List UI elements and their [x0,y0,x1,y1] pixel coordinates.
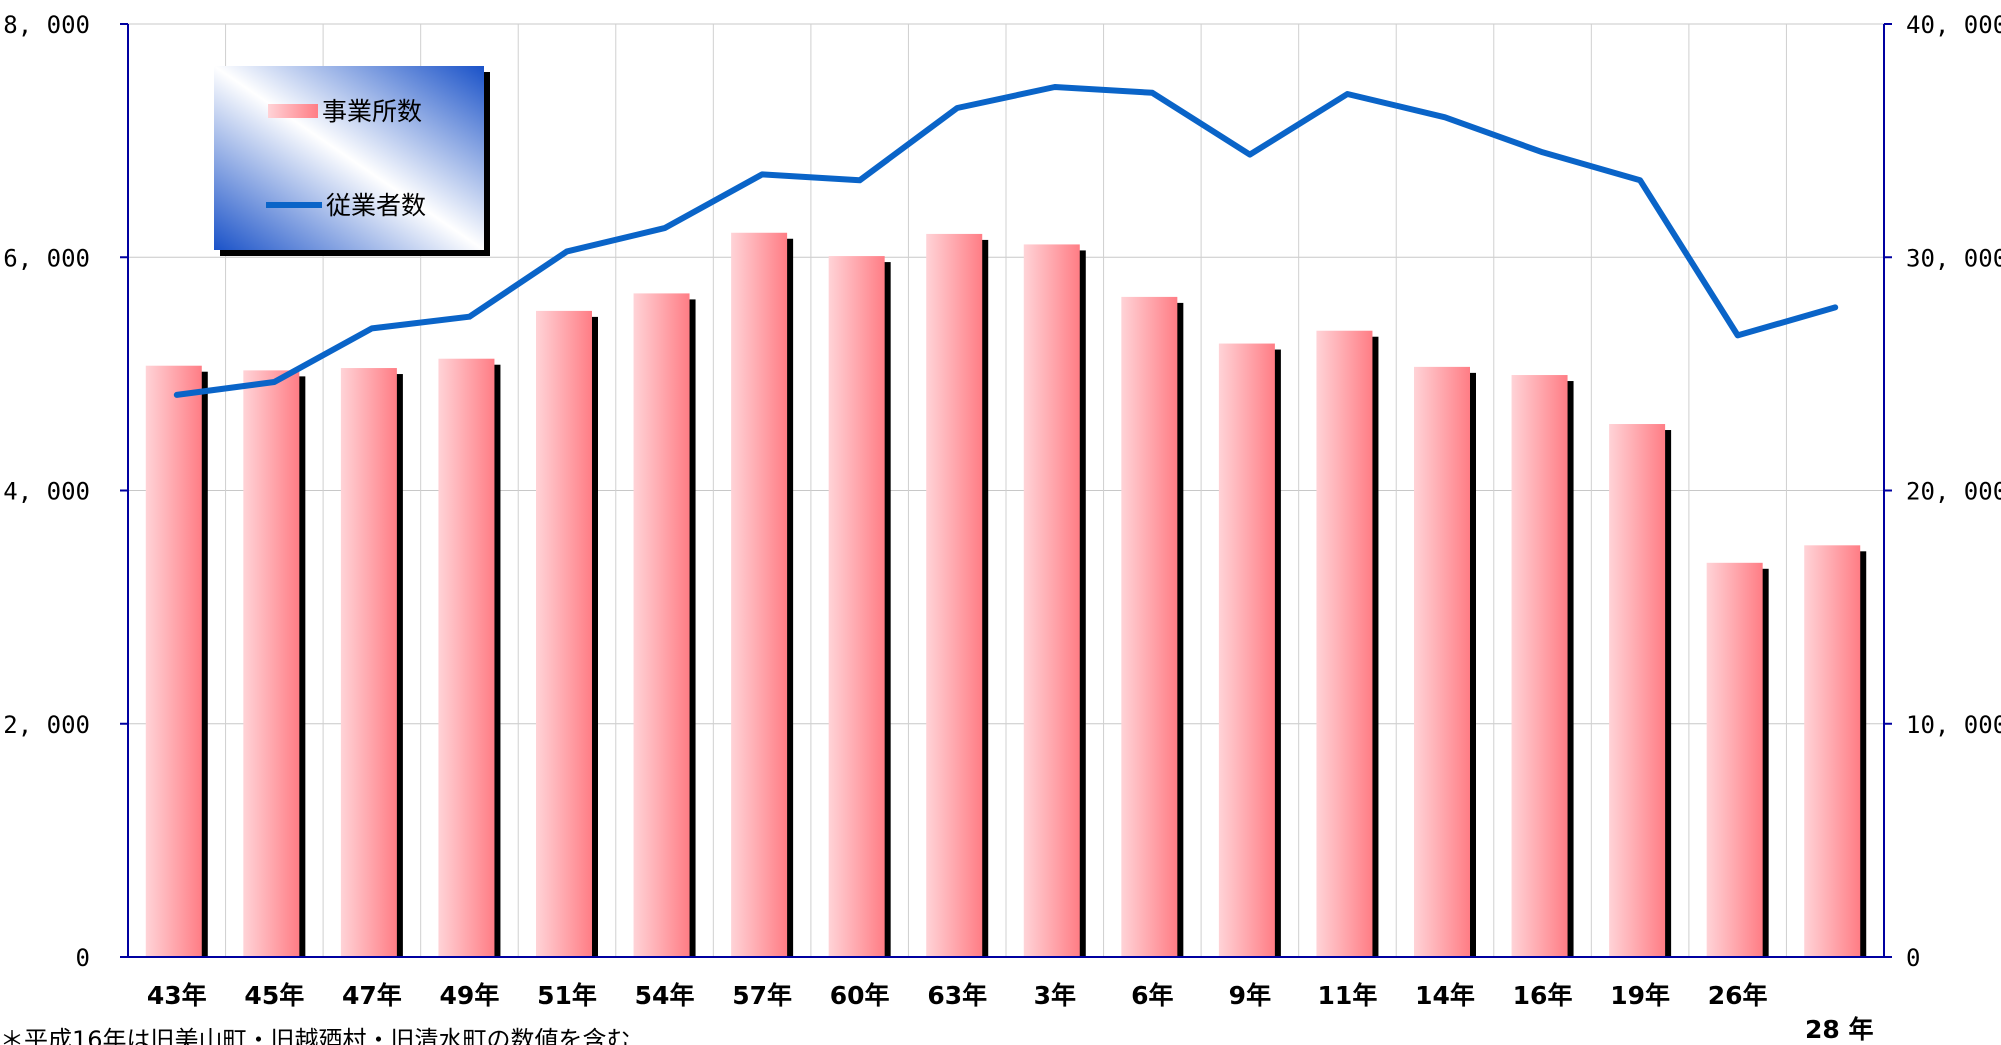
x-tick-label: 9年 [1229,981,1271,1010]
bar [1316,330,1373,957]
legend: 事業所数 従業者数 [214,66,490,256]
x-tick-label: 51年 [537,981,597,1010]
x-tick-label: 60年 [830,981,890,1010]
footnote: ＊平成16年は旧美山町・旧越廼村・旧清水町の数値を含む [0,1026,631,1045]
line-series-path [173,84,1839,398]
bar [243,370,300,958]
x-tick-label: 63年 [927,981,987,1010]
bars [145,232,1867,958]
bar [1121,296,1178,958]
bar [438,358,495,957]
y-left-tick-label: 8, 000 [3,11,90,39]
y-right-tick-label: 10, 000 [1906,711,2001,739]
bar [1706,562,1763,957]
x-tick-label: 6年 [1131,981,1173,1010]
y-left-tick-label: 2, 000 [3,711,90,739]
y-right-tick-label: 20, 000 [1906,478,2001,506]
bar [1511,375,1568,957]
y-right-tick-label: 30, 000 [1906,244,2001,272]
x-tick-label: 45年 [244,981,304,1010]
x-tick-label: 49年 [440,981,500,1010]
x-tick-label: 11年 [1318,981,1378,1010]
y-right-tick-label: 40, 000 [1906,11,2001,39]
line-series [173,84,1839,398]
bar [1804,545,1861,957]
legend-box [214,66,484,250]
legend-label-line: 従業者数 [326,191,426,220]
bar [828,256,885,957]
legend-label-bar: 事業所数 [322,97,422,126]
x-tick-label: 54年 [635,981,695,1010]
axes [120,23,1892,958]
x-tick-label: 57年 [732,981,792,1010]
y-left-tick-label: 4, 000 [3,478,90,506]
y-right-tick-label: 0 [1906,944,1920,972]
bar [926,233,983,958]
x-tick-label: 3年 [1034,981,1076,1010]
tick-labels: 0 2, 000 4, 000 6, 000 8, 000 0 10, 000 20, 000… [3,11,2001,1044]
x-tick-label: 26年 [1708,981,1768,1010]
y-left-tick-label: 0 [76,944,90,972]
bar [633,293,690,957]
x-tick-label: 14年 [1415,981,1475,1010]
x-tick-label: 16年 [1513,981,1573,1010]
bar [731,232,788,958]
bar [536,310,592,958]
bar [1609,424,1666,957]
x-tick-label: 43年 [147,981,207,1010]
bar [145,365,202,957]
bar [1218,343,1275,957]
bar [1023,244,1080,957]
bar [1414,366,1470,957]
x-tick-label: 19年 [1610,981,1670,1010]
y-left-tick-label: 6, 000 [3,244,90,272]
legend-swatch-bar [268,104,318,118]
x-tick-label: 28 年 [1805,1015,1874,1044]
x-tick-label: 47年 [342,981,402,1010]
bar [340,368,397,957]
